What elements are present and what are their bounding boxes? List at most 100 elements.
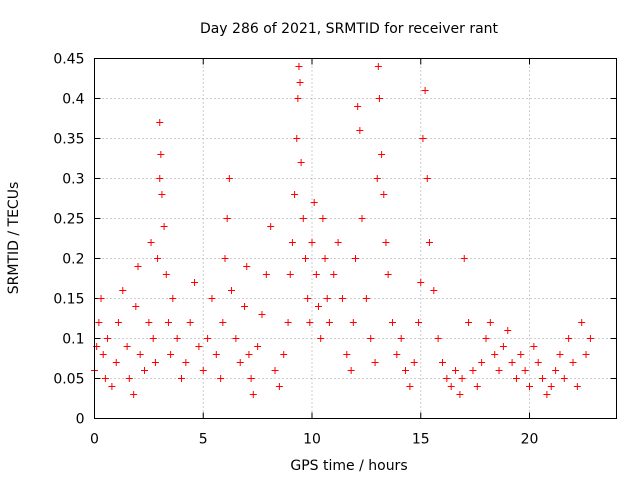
data-point (186, 319, 194, 326)
x-axis-label: GPS time / hours (290, 458, 407, 474)
data-point (262, 271, 270, 278)
data-point (362, 295, 370, 302)
data-point (586, 335, 594, 342)
data-point (452, 367, 460, 374)
data-point (393, 351, 401, 358)
data-point (132, 303, 140, 310)
y-tick-label: 0.3 (62, 172, 84, 188)
data-point (154, 255, 162, 262)
data-point (460, 255, 468, 262)
data-point (317, 335, 325, 342)
data-point (508, 359, 516, 366)
data-point (458, 375, 466, 382)
data-point (384, 271, 392, 278)
data-point (149, 335, 157, 342)
data-point (499, 343, 507, 350)
data-point (356, 127, 364, 134)
y-tick-label: 0.25 (53, 212, 84, 228)
data-point (212, 351, 220, 358)
data-point (145, 319, 153, 326)
data-point (141, 367, 149, 374)
data-point (534, 359, 542, 366)
data-point (245, 351, 253, 358)
data-point (578, 319, 586, 326)
data-point (284, 319, 292, 326)
data-point (173, 335, 181, 342)
data-point (294, 95, 302, 102)
data-point (119, 287, 127, 294)
data-point (569, 359, 577, 366)
data-point (486, 319, 494, 326)
y-axis-label: SRMTID / TECUs (6, 182, 22, 295)
data-point (236, 359, 244, 366)
data-point (469, 367, 477, 374)
data-point (374, 63, 382, 70)
data-point (249, 391, 257, 398)
data-point (352, 255, 359, 262)
data-point (162, 271, 170, 278)
data-point (473, 383, 481, 390)
x-tick-label: 10 (303, 432, 321, 448)
data-point (417, 279, 425, 286)
data-point (517, 351, 525, 358)
data-point (349, 319, 357, 326)
data-point (296, 79, 304, 86)
data-point (293, 135, 301, 142)
data-point (358, 215, 366, 222)
data-point (136, 351, 144, 358)
data-point (299, 215, 307, 222)
data-point (382, 239, 390, 246)
data-point (447, 383, 455, 390)
data-point (310, 199, 318, 206)
data-point (134, 263, 142, 270)
data-point (465, 319, 473, 326)
data-point (547, 383, 555, 390)
data-point (164, 319, 172, 326)
y-tick-label: 0.45 (53, 52, 84, 68)
data-point (402, 367, 410, 374)
data-point (208, 295, 216, 302)
data-point (228, 287, 236, 294)
data-point (99, 351, 107, 358)
data-point (167, 351, 175, 358)
data-point (378, 151, 386, 158)
data-point (225, 175, 233, 182)
data-point (112, 359, 120, 366)
data-point (191, 279, 199, 286)
data-point (565, 335, 573, 342)
y-tick-label: 0.4 (62, 92, 84, 108)
data-point (323, 295, 331, 302)
data-point (304, 295, 312, 302)
data-point (147, 239, 155, 246)
data-point (315, 303, 323, 310)
data-point (97, 295, 105, 302)
x-tick-label: 5 (199, 432, 208, 448)
data-point (482, 335, 490, 342)
plot-frame (94, 58, 617, 419)
data-point (573, 383, 581, 390)
data-point (114, 319, 122, 326)
data-point (288, 239, 296, 246)
data-point (160, 223, 168, 230)
data-point (247, 375, 255, 382)
data-point (495, 367, 503, 374)
data-point (512, 375, 520, 382)
data-point (295, 63, 303, 70)
data-point (415, 319, 423, 326)
data-point (123, 343, 131, 350)
data-point (530, 343, 538, 350)
data-point (182, 359, 190, 366)
x-tick-label: 0 (90, 432, 99, 448)
data-point (280, 351, 288, 358)
data-point (125, 375, 133, 382)
x-tick-label: 20 (521, 432, 539, 448)
data-point (380, 191, 388, 198)
data-point (243, 263, 251, 270)
data-point (543, 391, 551, 398)
data-point (104, 335, 112, 342)
data-point (504, 327, 512, 334)
data-point (582, 351, 590, 358)
data-point (373, 175, 381, 182)
data-point (219, 319, 227, 326)
